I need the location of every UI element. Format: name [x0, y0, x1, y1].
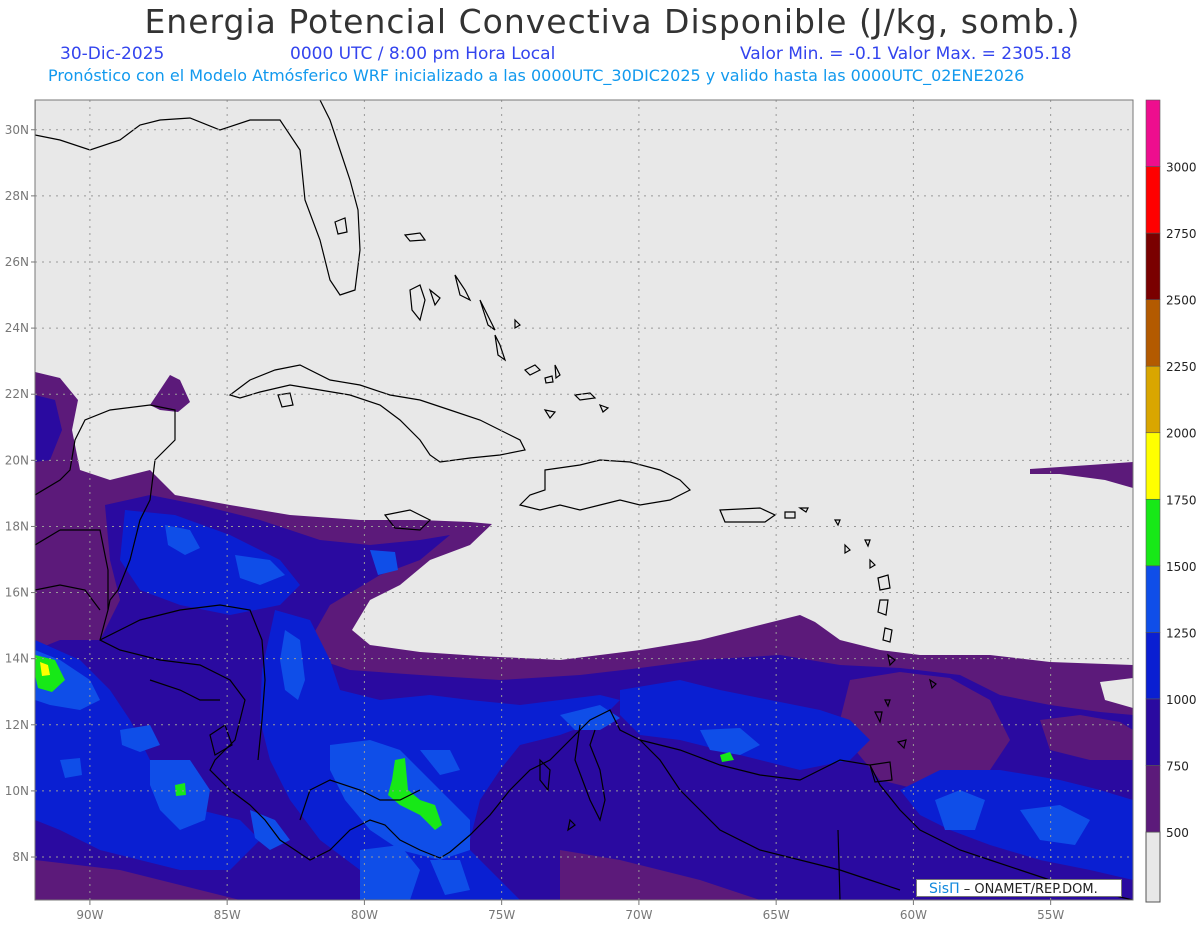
cape-1500-layer — [35, 655, 734, 830]
lon-tick-label: 85W — [214, 908, 241, 922]
sis-logo-text: SisΠ — [929, 881, 960, 897]
credit-box: SisΠ – ONAMET/REP.DOM. — [916, 879, 1122, 897]
map-frame — [34, 99, 1134, 901]
lat-tick-label: 16N — [5, 586, 29, 600]
credit-text: – ONAMET/REP.DOM. — [963, 882, 1098, 897]
colorbar-label: 500 — [1166, 826, 1189, 840]
lat-tick-label: 18N — [5, 519, 29, 533]
min-max-values: Valor Min. = -0.1 Valor Max. = 2305.18 — [740, 44, 1072, 64]
coastlines — [35, 100, 1133, 900]
lat-tick-label: 10N — [5, 784, 29, 798]
cape-1750-layer — [40, 662, 50, 676]
colorbar: 500 750 1000 1250 1500 1750 2000 2250 2500 2750 30… — [1145, 99, 1197, 903]
cape-field — [35, 372, 1133, 900]
lat-tick-label: 22N — [5, 387, 29, 401]
axis-ticks: 90W 85W 80W 75W 70W 65W 60W 55W 8N 10N 12N 14N 16N 18… — [5, 123, 1065, 922]
colorbar-label: 1500 — [1166, 560, 1197, 574]
lat-tick-label: 20N — [5, 453, 29, 467]
lon-tick-label: 65W — [763, 908, 790, 922]
chart-title: Energia Potencial Convectiva Disponible … — [144, 2, 1081, 41]
forecast-description: Pronóstico con el Modelo Atmósferico WRF… — [48, 66, 1025, 85]
lat-tick-label: 24N — [5, 321, 29, 335]
cape-low-regions — [1100, 678, 1133, 708]
lat-tick-label: 14N — [5, 652, 29, 666]
lon-tick-label: 90W — [76, 908, 103, 922]
lon-tick-label: 75W — [488, 908, 515, 922]
colorbar-segment — [1145, 365, 1161, 434]
colorbar-base-segment — [1145, 831, 1161, 903]
colorbar-segment — [1145, 166, 1161, 234]
colorbar-segment — [1145, 632, 1161, 700]
forecast-time: 0000 UTC / 8:00 pm Hora Local — [290, 44, 556, 64]
cape-500-inner — [35, 672, 1133, 900]
colorbar-segment — [1145, 565, 1161, 633]
colorbar-label: 2250 — [1166, 360, 1197, 374]
lon-tick-label: 55W — [1037, 908, 1064, 922]
colorbar-label: 3000 — [1166, 161, 1197, 175]
lat-tick-label: 30N — [5, 123, 29, 137]
lon-tick-label: 70W — [625, 908, 652, 922]
lat-tick-label: 8N — [12, 850, 29, 864]
colorbar-label: 1750 — [1166, 493, 1197, 507]
colorbar-segment — [1145, 99, 1161, 167]
forecast-date: 30-Dic-2025 — [60, 44, 165, 64]
colorbar-segment — [1145, 698, 1161, 766]
grid-lines — [35, 100, 1133, 900]
lat-tick-label: 12N — [5, 718, 29, 732]
colorbar-label: 2500 — [1166, 294, 1197, 308]
colorbar-label: 1000 — [1166, 693, 1197, 707]
colorbar-label: 2000 — [1166, 427, 1197, 441]
colorbar-segment — [1145, 299, 1161, 367]
lat-tick-label: 28N — [5, 189, 29, 203]
colorbar-segment — [1145, 498, 1161, 567]
colorbar-segment — [1145, 432, 1161, 500]
lon-tick-label: 60W — [900, 908, 927, 922]
lat-tick-label: 26N — [5, 255, 29, 269]
lon-tick-label: 80W — [351, 908, 378, 922]
colorbar-segment — [1145, 765, 1161, 833]
colorbar-segment — [1145, 232, 1161, 300]
colorbar-label: 1250 — [1166, 626, 1197, 640]
colorbar-label: 750 — [1166, 759, 1189, 773]
colorbar-label: 2750 — [1166, 227, 1197, 241]
